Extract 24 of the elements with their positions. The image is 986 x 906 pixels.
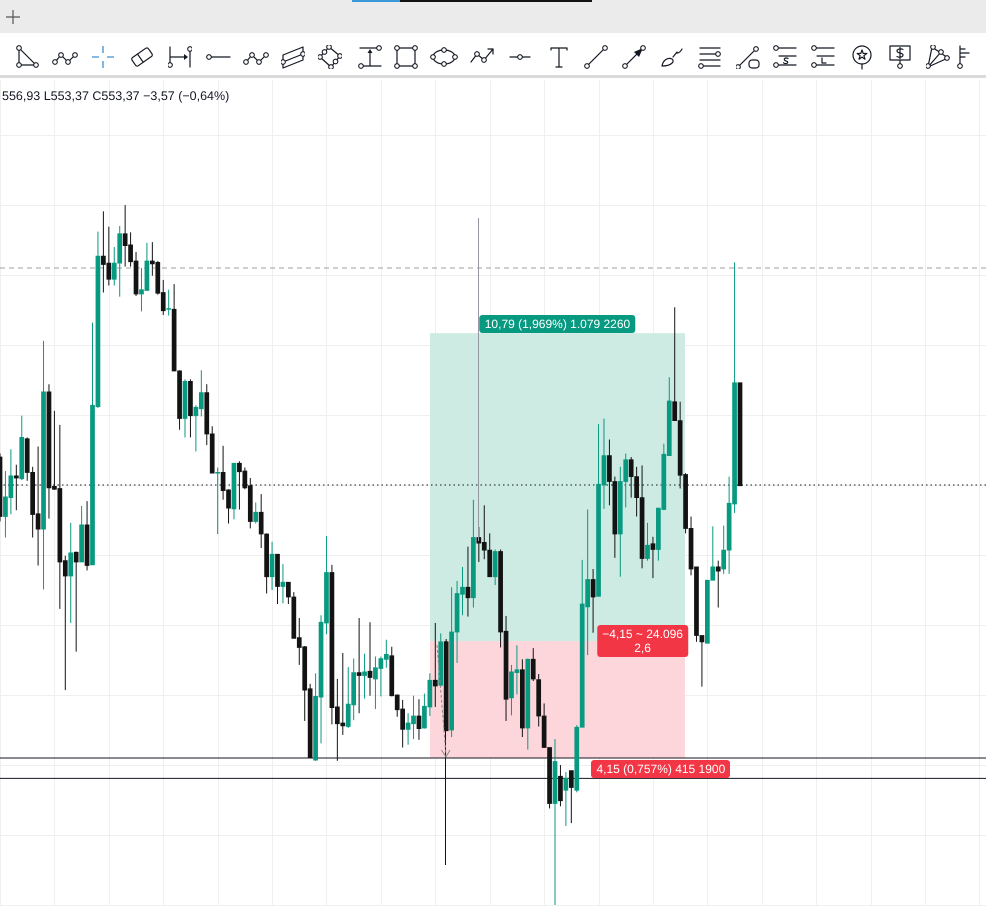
candlestick (568, 770, 574, 824)
candlestick (432, 622, 438, 708)
candlestick (650, 536, 656, 579)
candlestick (645, 522, 650, 562)
candlestick (590, 568, 596, 634)
candlestick (716, 560, 721, 608)
candlestick (14, 464, 19, 511)
candlestick (368, 622, 372, 696)
candlestick (466, 546, 470, 618)
candlestick (166, 289, 172, 316)
candlestick (270, 541, 274, 591)
text: 556,93 L553,37 C553,37 −3,57 (−0,64%) (2, 89, 230, 103)
candlestick (362, 653, 367, 700)
band-label: 10,79 (1,969%) 1.079 2260 (480, 315, 636, 334)
candlestick (68, 522, 74, 624)
candlestick (416, 698, 422, 740)
candlestick (280, 564, 286, 604)
candlestick (253, 502, 258, 524)
candlestick (564, 772, 568, 826)
candlestick (215, 467, 220, 535)
candlestick (74, 551, 79, 652)
candlestick (356, 618, 362, 714)
annotation: −4,15 ~ 24.096 2,6 (597, 625, 688, 658)
band-label: 4,15 (0,757%) 415 1900 (591, 760, 730, 778)
